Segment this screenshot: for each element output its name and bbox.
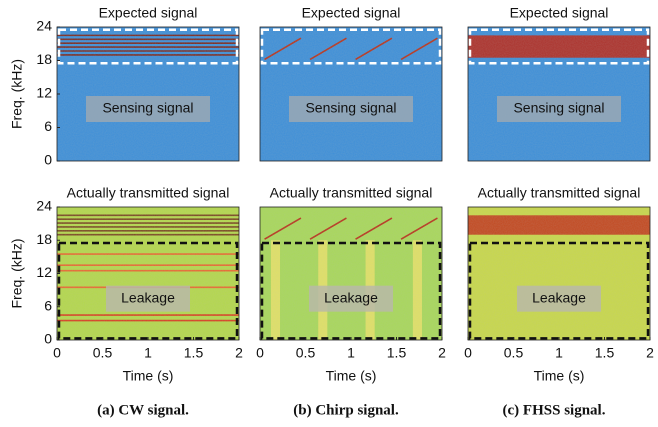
x-tick-label: 0 — [53, 345, 61, 361]
figure: Expected signalSensing signal06121824Fre… — [0, 0, 658, 427]
x-tick-label: 1.5 — [184, 345, 204, 361]
x-tick-label: 1 — [555, 345, 563, 361]
panel-title: Actually transmitted signal — [67, 185, 230, 201]
x-tick-label: 0.5 — [296, 345, 316, 361]
y-tick-label: 18 — [36, 51, 52, 67]
region-label: Sensing signal — [305, 100, 396, 116]
x-tick-label: 1.5 — [387, 345, 407, 361]
panel-title: Expected signal — [99, 5, 198, 21]
y-tick-label: 12 — [36, 264, 52, 280]
y-tick-label: 6 — [44, 297, 52, 313]
caption: (c) FHSS signal. — [503, 402, 606, 418]
y-axis-label: Freq. (kHz) — [9, 59, 25, 129]
plot — [260, 27, 442, 161]
noise — [260, 207, 442, 340]
noise — [57, 27, 239, 161]
x-tick-label: 0 — [464, 345, 472, 361]
plot — [260, 207, 442, 340]
panel-title: Expected signal — [510, 5, 609, 21]
y-tick-label: 18 — [36, 231, 52, 247]
plot — [468, 27, 650, 161]
x-tick-label: 0.5 — [93, 345, 113, 361]
y-tick-label: 0 — [44, 152, 52, 168]
y-tick-label: 12 — [36, 85, 52, 101]
plot — [57, 27, 239, 161]
panel-title: Expected signal — [302, 5, 401, 21]
x-tick-label: 2 — [235, 345, 243, 361]
x-axis-label: Time (s) — [123, 368, 174, 384]
plot — [57, 207, 239, 340]
region-label: Sensing signal — [102, 100, 193, 116]
x-tick-label: 1 — [347, 345, 355, 361]
plot — [468, 207, 650, 340]
x-axis-label: Time (s) — [326, 368, 377, 384]
region-label: Leakage — [121, 289, 175, 305]
noise — [468, 207, 650, 340]
noise — [468, 27, 650, 161]
y-axis-label: Freq. (kHz) — [9, 239, 25, 309]
y-tick-label: 24 — [36, 18, 52, 34]
y-tick-label: 24 — [36, 198, 52, 214]
y-tick-label: 6 — [44, 118, 52, 134]
x-tick-label: 1.5 — [595, 345, 615, 361]
x-tick-label: 2 — [646, 345, 654, 361]
x-axis-label: Time (s) — [534, 368, 585, 384]
x-tick-label: 2 — [438, 345, 446, 361]
caption: (a) CW signal. — [97, 402, 189, 418]
x-tick-label: 0 — [256, 345, 264, 361]
panel-title: Actually transmitted signal — [478, 185, 641, 201]
y-tick-label: 0 — [44, 331, 52, 347]
noise — [260, 27, 442, 161]
noise — [57, 207, 239, 340]
panel-title: Actually transmitted signal — [270, 185, 433, 201]
region-label: Leakage — [532, 289, 586, 305]
x-tick-label: 0.5 — [504, 345, 524, 361]
region-label: Leakage — [324, 289, 378, 305]
x-tick-label: 1 — [144, 345, 152, 361]
region-label: Sensing signal — [513, 100, 604, 116]
caption: (b) Chirp signal. — [293, 402, 399, 418]
